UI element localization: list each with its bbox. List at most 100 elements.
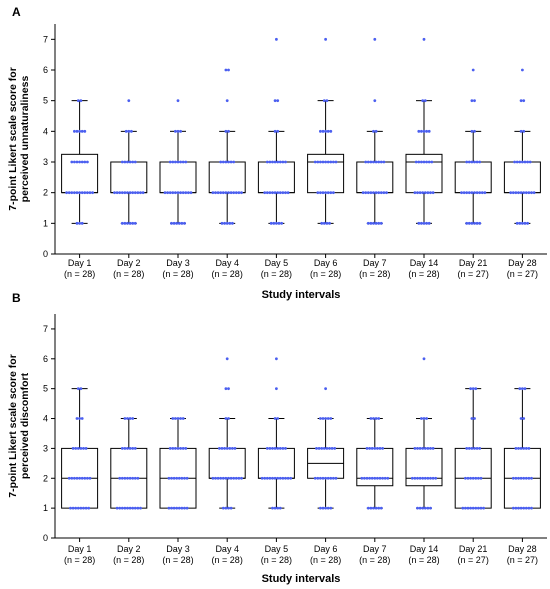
data-point <box>126 221 129 225</box>
data-point <box>324 160 327 164</box>
data-point <box>225 221 229 225</box>
data-point <box>281 447 285 450</box>
x-tick-sample-size: (n = 28) <box>113 269 144 279</box>
x-tick-label: Day 7 <box>363 544 387 554</box>
data-point <box>120 160 124 164</box>
data-point <box>366 191 370 195</box>
data-point <box>228 447 232 450</box>
data-point <box>71 447 75 450</box>
data-point <box>126 476 129 480</box>
data-point <box>211 191 215 195</box>
x-axis-title: Study intervals <box>262 289 341 301</box>
data-point <box>232 476 236 480</box>
data-point <box>474 476 478 480</box>
data-point <box>382 191 386 195</box>
data-point <box>328 221 331 225</box>
x-tick-sample-size: (n = 27) <box>507 555 538 565</box>
data-point <box>473 447 476 450</box>
data-point <box>275 387 278 391</box>
x-tick-sample-size: (n = 27) <box>458 269 489 279</box>
data-point <box>221 476 225 480</box>
data-point <box>470 129 474 133</box>
y-tick-label: 6 <box>43 354 48 364</box>
data-point <box>431 447 435 450</box>
data-point <box>475 221 479 225</box>
x-tick-sample-size: (n = 28) <box>162 555 193 565</box>
x-tick-label: Day 3 <box>166 544 190 554</box>
data-point <box>227 129 230 133</box>
box-iqr <box>257 447 295 479</box>
data-point <box>319 160 322 164</box>
x-tick-sample-size: (n = 28) <box>64 269 95 279</box>
data-point <box>369 506 373 510</box>
data-point <box>224 476 228 480</box>
data-point <box>374 221 378 225</box>
data-point <box>278 191 282 195</box>
data-point <box>425 129 428 133</box>
data-point <box>180 221 184 225</box>
box-5 <box>257 418 295 509</box>
data-point <box>131 506 135 510</box>
data-point <box>473 99 476 103</box>
data-point <box>227 476 230 480</box>
data-point <box>430 160 434 164</box>
data-point <box>224 387 228 391</box>
data-point <box>76 387 80 391</box>
data-point <box>273 417 277 420</box>
data-point <box>528 160 532 164</box>
data-point <box>517 191 520 195</box>
box-6 <box>307 418 345 509</box>
data-point <box>131 221 135 225</box>
data-point <box>175 506 179 510</box>
data-point <box>166 191 170 195</box>
data-point <box>174 191 177 195</box>
box-iqr <box>110 161 148 194</box>
data-point <box>237 476 241 480</box>
data-point <box>328 447 331 450</box>
data-point <box>177 476 181 480</box>
data-point <box>462 191 466 195</box>
data-point <box>80 160 84 164</box>
data-point <box>65 191 68 195</box>
data-point <box>434 476 438 480</box>
data-point <box>514 447 518 450</box>
data-point <box>420 160 423 164</box>
data-point <box>373 37 377 41</box>
data-point <box>363 476 366 480</box>
data-point <box>381 447 384 450</box>
data-point <box>377 417 381 420</box>
data-point <box>128 191 132 195</box>
data-point <box>83 191 87 195</box>
data-point <box>88 191 92 195</box>
data-point <box>332 191 335 195</box>
data-point <box>273 476 277 480</box>
data-point <box>416 506 419 510</box>
data-point <box>324 476 327 480</box>
data-point <box>324 417 327 420</box>
data-point <box>168 160 172 164</box>
data-point <box>214 476 217 480</box>
data-point <box>522 129 526 133</box>
data-point <box>168 191 172 195</box>
data-point <box>372 506 375 510</box>
data-point <box>383 476 387 480</box>
data-point <box>524 476 528 480</box>
data-point <box>372 221 375 225</box>
data-point <box>519 129 523 133</box>
data-point <box>372 160 375 164</box>
data-point <box>271 191 274 195</box>
data-point <box>473 221 476 225</box>
data-point <box>74 506 78 510</box>
x-tick-label: Day 28 <box>508 544 537 554</box>
data-point <box>427 221 431 225</box>
data-point <box>423 99 427 103</box>
data-point <box>263 191 267 195</box>
data-point <box>469 506 472 510</box>
data-point <box>175 221 179 225</box>
chart-panel-b: B 0 1 2 3 4 5 6 7 7-point Likert scale score for p… <box>7 291 547 585</box>
data-point <box>86 191 89 195</box>
data-point <box>373 99 377 103</box>
y-axis-title-line: perceived discomfort <box>19 372 31 479</box>
data-point <box>168 447 172 450</box>
data-point <box>517 447 520 450</box>
